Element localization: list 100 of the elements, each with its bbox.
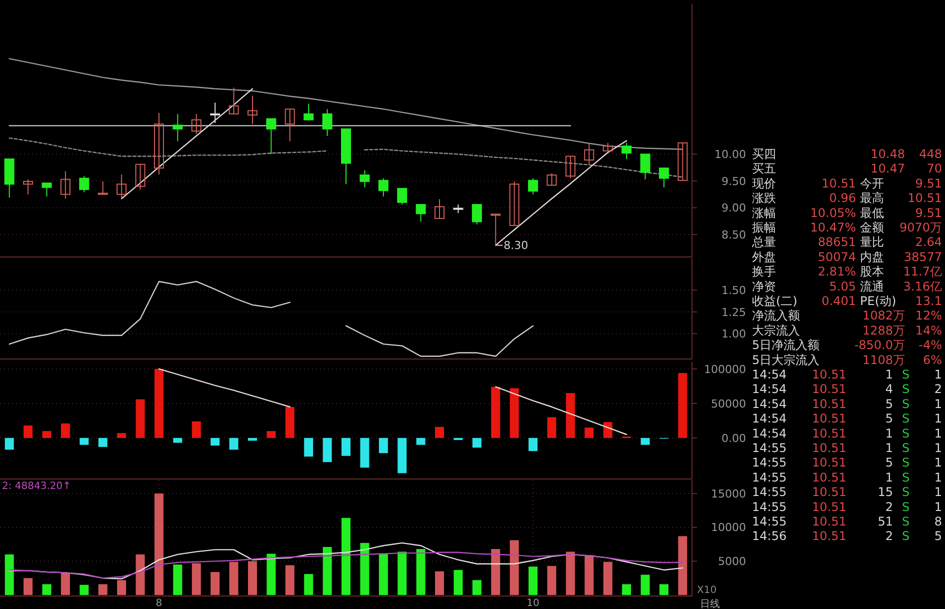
bar (285, 565, 294, 595)
y-tick-label: 8.50 (722, 228, 746, 242)
bar (510, 388, 519, 438)
bar (566, 393, 575, 438)
text: 14:54 10.51 1 S 1 (752, 368, 942, 382)
candlestick (565, 156, 576, 179)
text: 涨跌 0.96 最高 10.51 (752, 191, 942, 206)
bar (360, 542, 370, 595)
bar (435, 571, 444, 595)
bar (491, 549, 500, 595)
bar (42, 584, 52, 595)
bar (454, 570, 463, 595)
bar (80, 438, 89, 445)
y-tick-label: 50000 (711, 397, 746, 410)
text: 14:55 10.51 51 S 8 (752, 514, 942, 528)
bar (154, 368, 164, 438)
line-series (495, 386, 628, 436)
y-tick-label: 5000 (718, 555, 746, 568)
bar (472, 580, 482, 595)
bar (547, 566, 556, 595)
candlestick (472, 204, 482, 225)
bar (117, 580, 126, 595)
text: 换手 2.81% 股本 11.7亿 (752, 264, 942, 279)
bar (322, 546, 332, 595)
y-tick-label: 9.00 (722, 202, 746, 215)
bar (640, 574, 650, 595)
text: 5日大宗流入 1108万 6% (752, 352, 942, 367)
text: 14:54 10.51 5 S 1 (752, 396, 942, 411)
candlestick (98, 180, 108, 195)
y-tick-label: 100000 (704, 362, 746, 376)
candlestick (210, 102, 220, 124)
text: 净资 5.05 流通 3.16亿 (752, 279, 942, 294)
bar (285, 406, 294, 438)
candlestick (360, 170, 370, 188)
text: 14:55 10.51 2 S 1 (752, 500, 942, 514)
bar (360, 438, 370, 468)
bar (229, 562, 238, 595)
text: 14:56 10.51 2 S 5 (752, 529, 942, 544)
bar (136, 399, 145, 438)
bar (584, 428, 594, 438)
bar (154, 494, 164, 595)
bar (24, 578, 33, 595)
bar (266, 554, 276, 595)
candlestick (658, 168, 669, 188)
text: 涨幅 10.05% 最低 9.51 (752, 206, 942, 220)
y-tick-label: 10.00 (714, 148, 746, 161)
bar (60, 572, 70, 595)
candlestick (191, 113, 202, 134)
candlestick (135, 164, 146, 190)
candlestick (116, 174, 127, 198)
text: 14:55 10.51 5 S 1 (752, 456, 942, 470)
candlestick (528, 178, 538, 195)
text: 总量 88651 量比 2.64 (752, 235, 942, 250)
bar (342, 438, 350, 456)
candlestick (79, 176, 90, 193)
text: 买四 10.48 448 (752, 147, 942, 161)
candlestick (284, 108, 295, 142)
candlestick (546, 172, 557, 186)
candlestick (247, 95, 258, 125)
bar (229, 438, 238, 450)
bar (173, 564, 182, 595)
bar (510, 540, 519, 595)
candlestick (60, 170, 70, 200)
bar (622, 584, 632, 595)
bar (98, 438, 108, 447)
bar (24, 426, 33, 438)
bar (98, 584, 108, 595)
y-tick-label: 1.50 (722, 284, 746, 298)
bar (378, 438, 388, 454)
bar (342, 518, 350, 595)
text: 买五 10.47 70 (752, 162, 942, 176)
y-tick-label: 1.25 (722, 306, 746, 319)
bar (566, 552, 575, 595)
candlestick (172, 113, 183, 142)
bar (398, 438, 407, 474)
annotation: 2: 48843.20↑ (2, 481, 72, 492)
bar (454, 438, 463, 440)
candlestick (378, 178, 388, 197)
candlestick (23, 178, 34, 195)
bar (210, 438, 220, 446)
text: 14:55 10.51 1 S 1 (752, 470, 942, 484)
bar (491, 386, 500, 438)
candlestick (678, 142, 688, 181)
bar (472, 438, 482, 448)
bar (173, 438, 182, 443)
candlestick (322, 108, 332, 136)
bar (210, 572, 220, 595)
text: 外盘 50074 内盘 38577 (752, 250, 942, 264)
candlestick (622, 142, 632, 160)
y-tick-label: 15000 (711, 487, 746, 500)
text: 14:54 10.51 5 S 1 (752, 412, 942, 426)
line-series (120, 88, 254, 200)
bar (192, 421, 201, 438)
candlestick (397, 188, 408, 206)
bar (136, 554, 145, 595)
candlestick (584, 142, 594, 165)
candlestick (228, 87, 239, 114)
text: 日线 (700, 598, 720, 609)
candlestick (640, 154, 650, 180)
bar (304, 438, 314, 457)
